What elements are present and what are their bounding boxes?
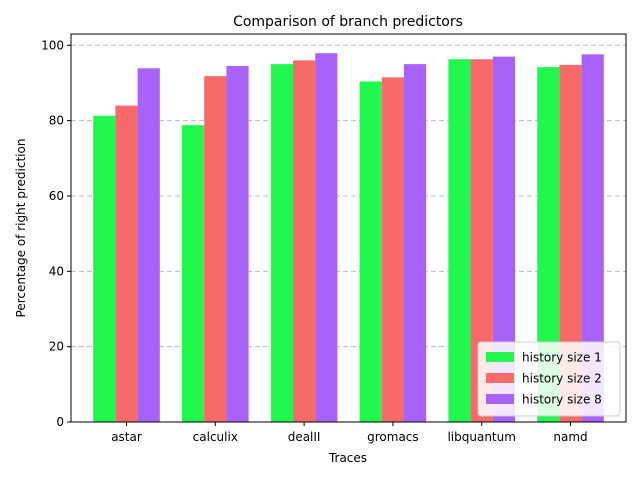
bar-calculix-series-2 xyxy=(204,76,227,422)
legend-swatch xyxy=(486,373,514,383)
y-tick-label: 60 xyxy=(49,189,64,203)
bar-gromacs-series-3 xyxy=(404,64,427,422)
y-tick-label: 20 xyxy=(49,340,64,354)
plot-frame xyxy=(70,33,627,423)
bar-astar-series-1 xyxy=(93,115,116,423)
bar-libquantum-series-3 xyxy=(492,56,515,423)
bar-libquantum-series-2 xyxy=(470,59,493,423)
bar-dealII-series-3 xyxy=(315,53,338,423)
chart-title: Comparison of branch predictors xyxy=(233,14,463,30)
bar-gromacs-series-2 xyxy=(381,77,404,423)
y-tick-label: 0 xyxy=(56,415,64,429)
y-tick-label: 80 xyxy=(49,114,64,128)
x-tick-label: gromacs xyxy=(367,430,419,444)
x-tick-label: libquantum xyxy=(447,430,515,444)
x-tick-label: astar xyxy=(111,430,142,444)
x-axis-label: Traces xyxy=(328,451,367,465)
x-tick-label: dealII xyxy=(288,430,321,444)
y-tick-label: 100 xyxy=(41,38,64,52)
bar-astar-series-2 xyxy=(115,105,138,422)
x-tick-label: calculix xyxy=(193,430,238,444)
bar-astar-series-3 xyxy=(137,68,160,423)
bar-gromacs-series-1 xyxy=(359,81,382,422)
y-axis-label: Percentage of right prediction xyxy=(14,139,28,318)
bar-namd-series-3 xyxy=(581,54,604,423)
bar-calculix-series-1 xyxy=(182,125,205,422)
bar-namd-series-2 xyxy=(559,64,582,423)
legend-label: history size 2 xyxy=(522,372,602,386)
bars xyxy=(93,53,604,423)
legend-label: history size 1 xyxy=(522,351,602,365)
bar-calculix-series-3 xyxy=(226,66,249,423)
legend: history size 1 history size 2 history size… xyxy=(477,341,621,417)
legend-swatch xyxy=(486,352,514,362)
x-tick-label: namd xyxy=(553,430,587,444)
bar-dealII-series-1 xyxy=(270,64,293,422)
y-axis: 0 20 40 60 80 100 xyxy=(41,38,71,429)
y-tick-label: 40 xyxy=(49,264,64,278)
bar-dealII-series-2 xyxy=(293,60,316,423)
legend-label: history size 8 xyxy=(522,393,602,407)
bar-libquantum-series-1 xyxy=(448,59,471,423)
legend-swatch xyxy=(486,394,514,404)
x-axis: astar calculix dealII gromacs libquantum namd xyxy=(111,422,588,444)
bar-namd-series-1 xyxy=(537,67,560,423)
